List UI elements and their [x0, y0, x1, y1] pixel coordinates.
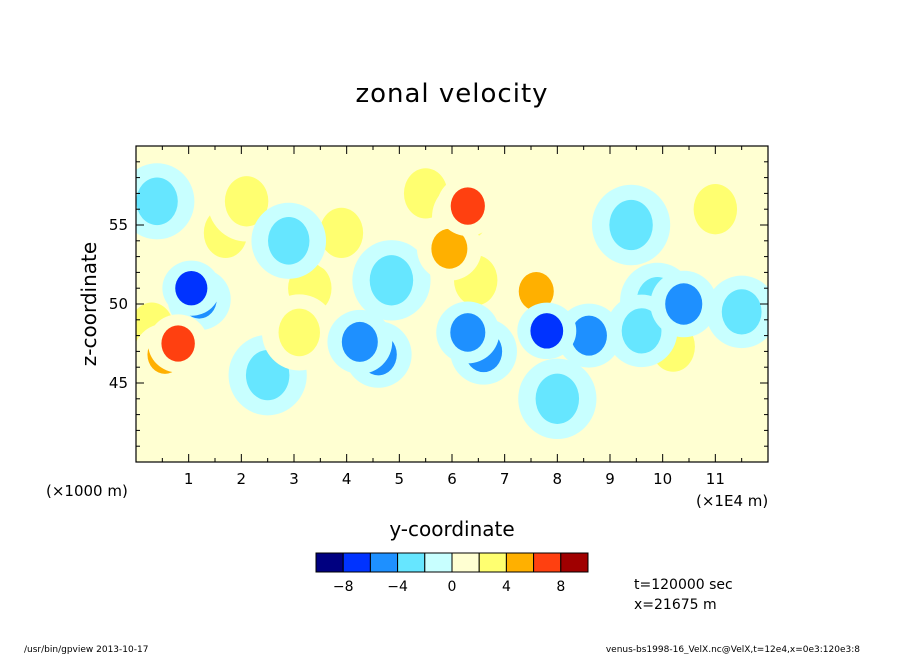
- field-cell: [621, 308, 662, 354]
- colorbar-swatch: [478, 552, 507, 573]
- colorbar-label: 4: [502, 579, 511, 595]
- field-cell: [609, 199, 653, 251]
- info-position: x=21675 m: [634, 597, 717, 613]
- y-tick-label: 45: [109, 374, 128, 392]
- colorbar-swatch: [424, 552, 453, 573]
- x-tick-label: 11: [706, 470, 725, 488]
- y-tick-label: 50: [109, 295, 128, 313]
- colorbar-swatch: [315, 552, 344, 573]
- x-tick-label: 9: [605, 470, 615, 488]
- x-tick-label: 4: [342, 470, 352, 488]
- colorbar-swatch: [342, 552, 371, 573]
- colorbar-swatch: [397, 552, 426, 573]
- x-tick-label: 3: [289, 470, 299, 488]
- x-axis-ticks: 1 2 3 4 5 6 7 8 9 10 11: [135, 146, 769, 488]
- x-tick-label: 6: [447, 470, 457, 488]
- x-scale-label: (×1E4 m): [696, 492, 768, 510]
- x-tick-label: 2: [237, 470, 247, 488]
- field-cell: [530, 313, 564, 349]
- field-cell: [450, 313, 486, 352]
- colorbar-labels: −8 −4 0 4 8: [333, 579, 565, 595]
- colorbar-swatch: [451, 552, 480, 573]
- footer-left: /usr/bin/gpview 2013-10-17: [24, 645, 148, 654]
- colorbar-swatch: [533, 552, 562, 573]
- field-cell: [161, 325, 195, 362]
- field-cell: [278, 308, 320, 357]
- chart-title: zonal velocity: [355, 79, 548, 109]
- velocity-field: [136, 153, 768, 440]
- field-cell: [570, 315, 607, 356]
- field-cell: [721, 289, 762, 335]
- field-cell: [341, 321, 378, 362]
- colorbar-label: −4: [387, 579, 408, 595]
- field-cell: [431, 228, 468, 269]
- y-axis-label: z-coordinate: [77, 242, 101, 366]
- x-axis-label: y-coordinate: [389, 517, 514, 541]
- colorbar-swatch: [369, 552, 399, 573]
- field-cell: [175, 270, 208, 306]
- x-tick-label: 7: [500, 470, 510, 488]
- x-tick-label: 5: [395, 470, 405, 488]
- x-tick-label: 10: [653, 470, 672, 488]
- colorbar-label: 0: [448, 579, 457, 595]
- footer-right: venus-bs1998-16_VelX.nc@VelX,t=12e4,x=0e…: [606, 645, 860, 654]
- info-time: t=120000 sec: [634, 577, 733, 593]
- colorbar-label: −8: [333, 579, 354, 595]
- y-tick-label: 55: [109, 216, 128, 234]
- y-scale-label: (×1000 m): [46, 482, 128, 500]
- x-tick-label: 1: [184, 470, 194, 488]
- x-tick-label: 8: [553, 470, 563, 488]
- field-cell: [369, 255, 414, 306]
- field-cell: [693, 184, 738, 235]
- field-cell: [665, 283, 703, 325]
- field-cell: [224, 176, 269, 227]
- colorbar: [315, 552, 589, 573]
- field-cell: [450, 187, 485, 225]
- field-cell: [518, 272, 554, 311]
- y-axis-ticks: 45 50 55: [109, 145, 768, 463]
- field-cell: [535, 373, 580, 424]
- field-cell: [319, 207, 364, 259]
- colorbar-swatch: [505, 552, 535, 573]
- field-cell: [268, 217, 310, 265]
- colorbar-swatch: [560, 552, 589, 573]
- colorbar-label: 8: [556, 579, 565, 595]
- field-cell: [136, 177, 178, 226]
